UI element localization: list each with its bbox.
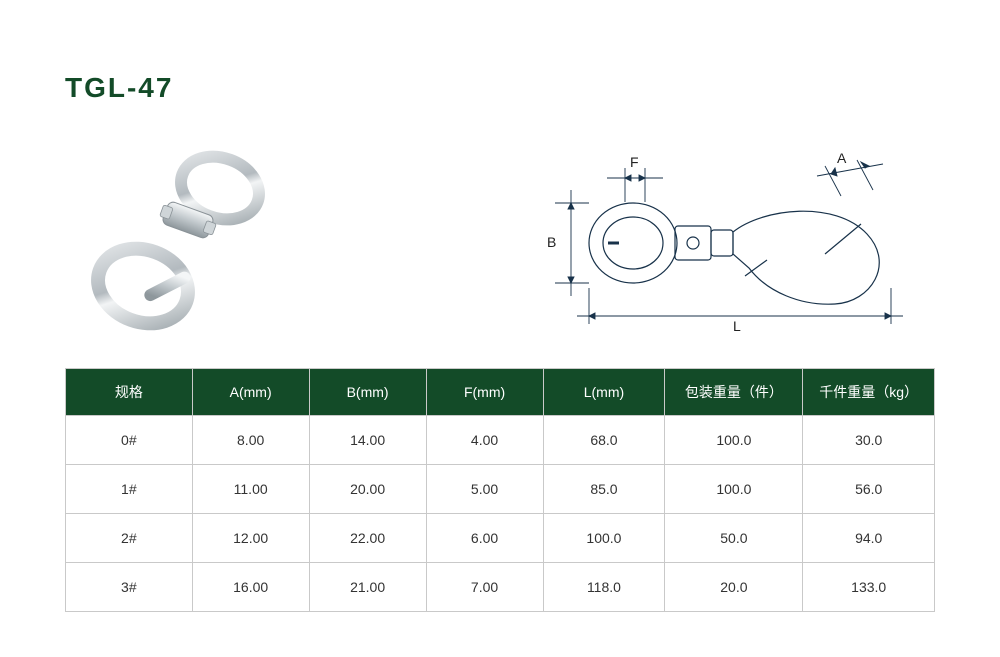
cell-wt1000: 133.0 (803, 563, 935, 612)
cell-b: 20.00 (309, 465, 426, 514)
snap-hook-schematic-icon (535, 158, 935, 338)
cell-pkg: 20.0 (665, 563, 803, 612)
cell-a: 11.00 (192, 465, 309, 514)
cell-l: 85.0 (543, 465, 665, 514)
col-header-wt1000: 千件重量（kg） (803, 369, 935, 416)
cell-a: 8.00 (192, 416, 309, 465)
cell-f: 5.00 (426, 465, 543, 514)
product-schematic: F A B L (535, 158, 935, 338)
product-photo (65, 148, 325, 338)
spec-table-header-row: 规格 A(mm) B(mm) F(mm) L(mm) 包装重量（件） 千件重量（… (66, 369, 935, 416)
cell-pkg: 100.0 (665, 416, 803, 465)
table-row: 1# 11.00 20.00 5.00 85.0 100.0 56.0 (66, 465, 935, 514)
cell-spec: 0# (66, 416, 193, 465)
cell-spec: 3# (66, 563, 193, 612)
table-row: 2# 12.00 22.00 6.00 100.0 50.0 94.0 (66, 514, 935, 563)
cell-wt1000: 56.0 (803, 465, 935, 514)
cell-l: 68.0 (543, 416, 665, 465)
col-header-l: L(mm) (543, 369, 665, 416)
table-row: 0# 8.00 14.00 4.00 68.0 100.0 30.0 (66, 416, 935, 465)
cell-a: 16.00 (192, 563, 309, 612)
col-header-pkg: 包装重量（件） (665, 369, 803, 416)
col-header-spec: 规格 (66, 369, 193, 416)
snap-hook-photo-icon (65, 148, 325, 338)
cell-spec: 2# (66, 514, 193, 563)
col-header-b: B(mm) (309, 369, 426, 416)
schematic-label-f: F (630, 154, 639, 170)
cell-b: 21.00 (309, 563, 426, 612)
cell-l: 118.0 (543, 563, 665, 612)
cell-a: 12.00 (192, 514, 309, 563)
schematic-label-a: A (837, 150, 846, 166)
page-title: TGL-47 (65, 72, 935, 104)
col-header-a: A(mm) (192, 369, 309, 416)
cell-pkg: 50.0 (665, 514, 803, 563)
cell-f: 7.00 (426, 563, 543, 612)
cell-f: 4.00 (426, 416, 543, 465)
cell-pkg: 100.0 (665, 465, 803, 514)
col-header-f: F(mm) (426, 369, 543, 416)
table-row: 3# 16.00 21.00 7.00 118.0 20.0 133.0 (66, 563, 935, 612)
cell-wt1000: 30.0 (803, 416, 935, 465)
cell-b: 14.00 (309, 416, 426, 465)
cell-wt1000: 94.0 (803, 514, 935, 563)
cell-spec: 1# (66, 465, 193, 514)
cell-l: 100.0 (543, 514, 665, 563)
figure-row: F A B L (65, 138, 935, 338)
product-spec-page: TGL-47 (0, 0, 1000, 657)
cell-f: 6.00 (426, 514, 543, 563)
cell-b: 22.00 (309, 514, 426, 563)
spec-table: 规格 A(mm) B(mm) F(mm) L(mm) 包装重量（件） 千件重量（… (65, 368, 935, 612)
schematic-label-b: B (547, 234, 556, 250)
schematic-label-l: L (733, 318, 741, 334)
